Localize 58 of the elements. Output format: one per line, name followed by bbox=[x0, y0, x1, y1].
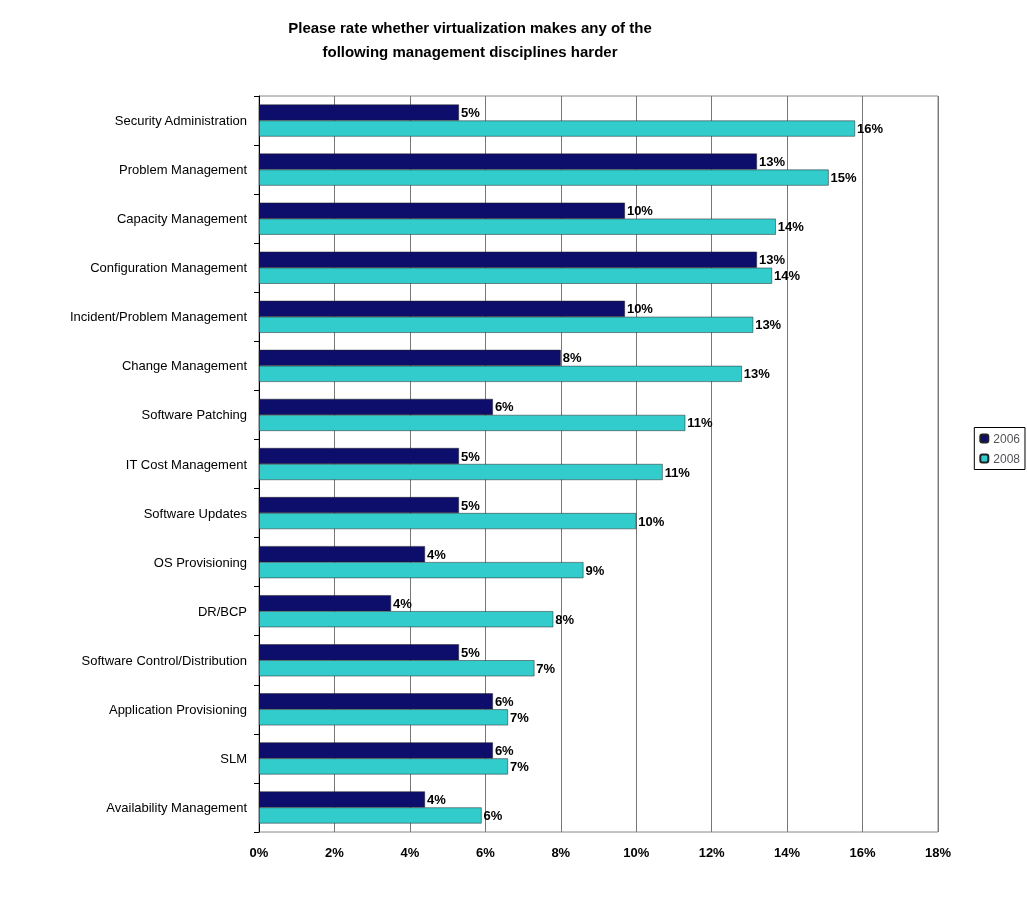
data-label: 13% bbox=[758, 154, 786, 170]
y-tick-label: Capacity Management bbox=[116, 211, 248, 227]
data-label: 6% bbox=[483, 807, 503, 823]
data-label: 4% bbox=[426, 546, 447, 562]
data-label: 7% bbox=[509, 758, 530, 774]
data-label: 6% bbox=[494, 693, 515, 709]
data-label: 11% bbox=[687, 415, 713, 431]
data-label: 10% bbox=[626, 203, 654, 219]
y-tick-label: DR/BCP bbox=[197, 603, 247, 619]
data-label: 5% bbox=[460, 644, 481, 660]
y-tick-label: OS Provisioning bbox=[153, 554, 247, 570]
x-tick-label: 14% bbox=[774, 845, 801, 860]
data-label: 5% bbox=[460, 497, 481, 513]
y-tick-label: Application Provisioning bbox=[108, 701, 247, 717]
y-tick-label: Configuration Management bbox=[90, 260, 248, 276]
data-label: 10% bbox=[626, 301, 654, 317]
data-label: 5% bbox=[460, 448, 481, 464]
data-label: 14% bbox=[774, 268, 801, 284]
x-tick-label: 10% bbox=[623, 845, 650, 860]
y-tick-label: Software Control/Distribution bbox=[81, 652, 247, 668]
y-tick-label: Problem Management bbox=[119, 162, 248, 178]
y-tick-label: SLM bbox=[220, 750, 247, 766]
y-tick-label: Software Updates bbox=[143, 505, 248, 521]
legend-label: 2006 bbox=[993, 431, 1021, 446]
x-tick-label: 4% bbox=[400, 845, 420, 860]
data-label: 6% bbox=[494, 742, 515, 758]
chart-title: Please rate whether virtualization makes any of the following management disciplines harder bbox=[288, 18, 652, 60]
x-tick-label: 18% bbox=[924, 845, 952, 860]
x-tick-label: 0% bbox=[249, 845, 269, 860]
data-label: 4% bbox=[426, 791, 447, 807]
data-label: 8% bbox=[555, 611, 575, 627]
x-tick-label: 6% bbox=[475, 845, 496, 860]
data-label: 6% bbox=[494, 399, 515, 415]
y-tick-label: Availability Management bbox=[106, 799, 248, 815]
data-label: 4% bbox=[393, 595, 413, 611]
data-label: 14% bbox=[777, 219, 805, 235]
y-tick-label: Change Management bbox=[121, 358, 248, 374]
data-label: 7% bbox=[509, 709, 530, 725]
data-label: 5% bbox=[460, 105, 481, 121]
y-tick-label: Software Patching bbox=[141, 407, 247, 423]
x-tick-label: 8% bbox=[551, 845, 571, 860]
y-tick-label: Incident/Problem Management bbox=[69, 309, 248, 325]
x-tick-label: 2% bbox=[325, 845, 345, 860]
y-tick-label: Security Administration bbox=[114, 113, 247, 129]
data-label: 9% bbox=[585, 562, 605, 578]
data-label: 15% bbox=[830, 170, 858, 186]
data-label: 11% bbox=[664, 464, 691, 480]
data-label: 13% bbox=[755, 317, 782, 333]
data-label: 10% bbox=[638, 513, 665, 529]
legend-label: 2008 bbox=[993, 451, 1021, 466]
data-label: 8% bbox=[562, 350, 583, 366]
data-label: 13% bbox=[743, 366, 771, 382]
y-tick-label: IT Cost Management bbox=[125, 456, 248, 472]
data-label: 16% bbox=[857, 121, 884, 137]
x-tick-label: 16% bbox=[849, 845, 876, 860]
data-label: 13% bbox=[758, 252, 786, 268]
data-label: 7% bbox=[536, 660, 556, 676]
x-tick-label: 12% bbox=[698, 845, 726, 860]
